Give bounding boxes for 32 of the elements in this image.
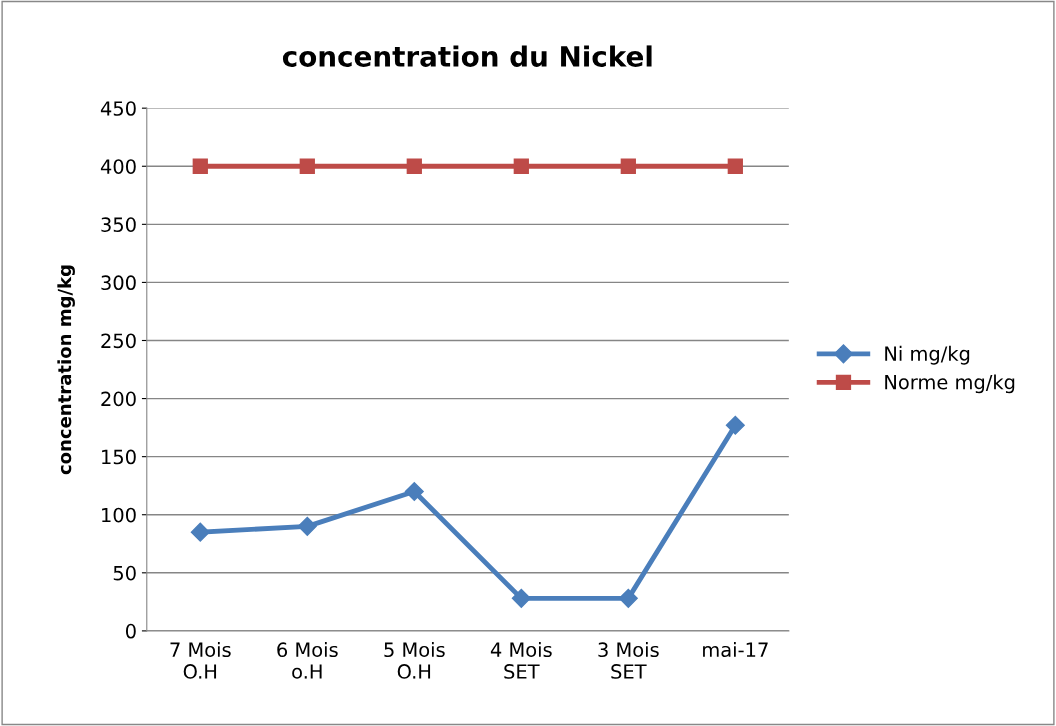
y-tick-label: 250 [101, 333, 136, 349]
point [190, 522, 210, 542]
y-axis-title: concentration mg/kg [57, 265, 75, 475]
y-tick-label: 150 [102, 449, 136, 465]
x-tick-label: 7 Mois O.H [170, 642, 231, 679]
point [727, 158, 743, 174]
point [725, 415, 745, 435]
chart-title: concentration du Nickel [282, 45, 652, 67]
y-tick-label: 450 [100, 101, 136, 116]
x-tick-label: 5 Mois O.H [384, 642, 445, 679]
x-tick-label: mai-17 [703, 642, 768, 658]
y-tick-label: 350 [101, 217, 136, 232]
y-tick-label: 300 [101, 275, 136, 291]
point [513, 158, 529, 174]
x-tick-label: 6 Mois o.H [277, 642, 338, 679]
x-tick-label: 4 Mois SET [490, 642, 552, 679]
legend-label: Norme mg/kg [885, 374, 1015, 394]
point [192, 158, 208, 174]
y-tick-label: 400 [100, 159, 136, 174]
point [299, 158, 315, 174]
x-tick-label: 3 Mois SET [598, 642, 659, 679]
legend-label: Ni mg/kg [885, 345, 970, 365]
point [404, 481, 424, 502]
point [620, 158, 636, 174]
point [297, 516, 317, 536]
y-tick-label: 50 [113, 565, 136, 581]
point [618, 588, 638, 608]
y-tick-label: 200 [101, 391, 136, 407]
y-tick-label: 0 [125, 623, 136, 639]
point [406, 158, 422, 174]
y-tick-label: 100 [102, 507, 136, 523]
point [511, 588, 531, 608]
